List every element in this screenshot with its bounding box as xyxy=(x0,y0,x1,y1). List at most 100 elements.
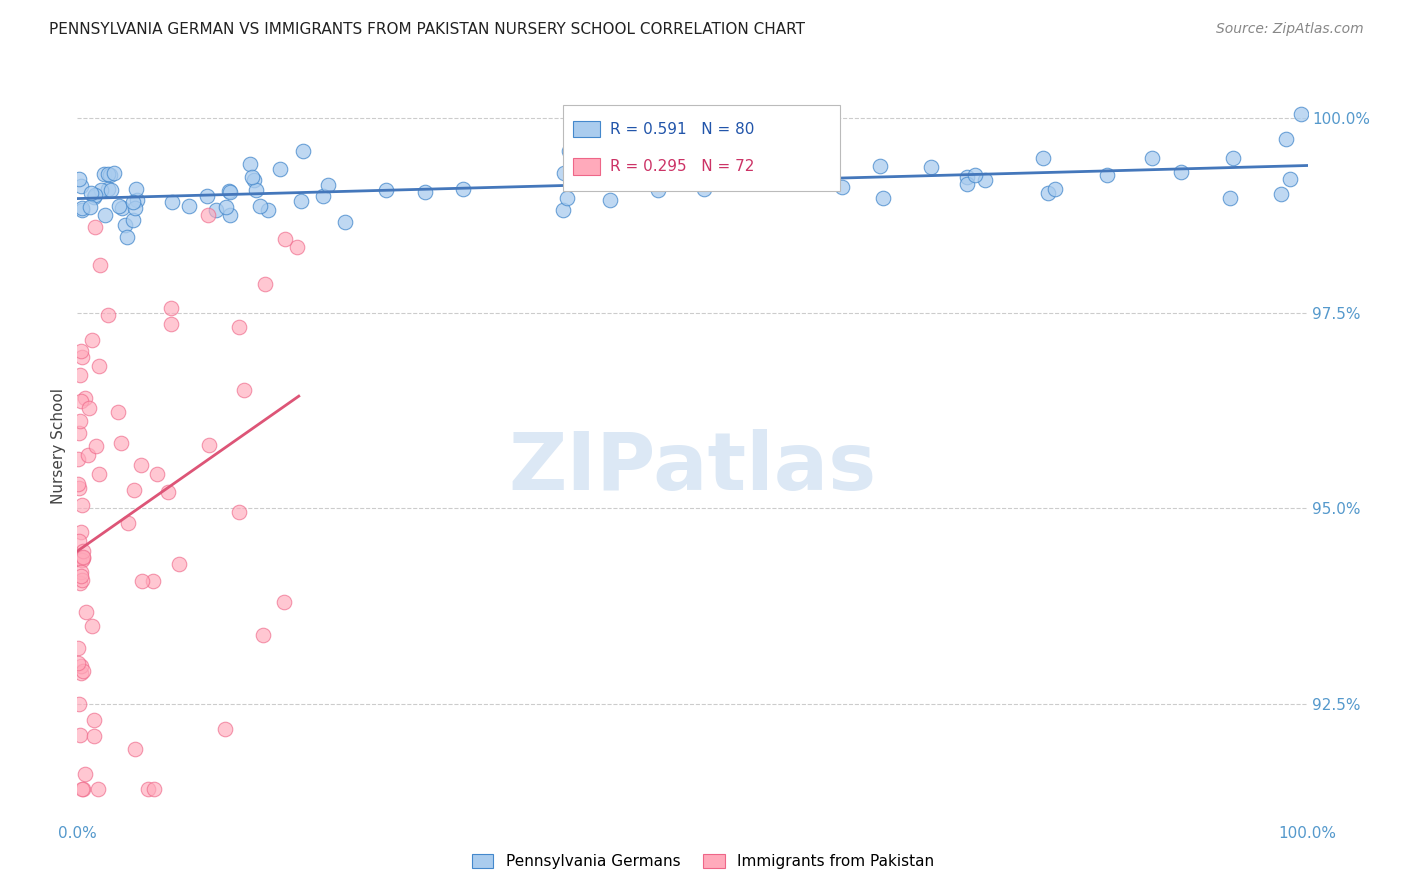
Point xyxy=(1219,191,1241,205)
Point xyxy=(160,194,183,209)
Point xyxy=(160,301,183,315)
Point xyxy=(77,401,100,416)
Point xyxy=(159,318,181,332)
Point xyxy=(273,595,295,609)
Point xyxy=(117,516,139,530)
FancyBboxPatch shape xyxy=(574,120,600,137)
Point xyxy=(763,167,786,181)
Point xyxy=(167,557,190,571)
Point xyxy=(70,782,93,797)
Point xyxy=(179,199,201,213)
Point xyxy=(70,350,93,364)
Point xyxy=(84,188,107,202)
Point xyxy=(87,359,110,373)
Point xyxy=(84,439,107,453)
Point xyxy=(312,188,335,202)
Point xyxy=(67,533,90,548)
Point xyxy=(157,485,180,500)
Point xyxy=(80,618,103,632)
Point xyxy=(124,201,146,215)
Point xyxy=(70,666,93,681)
Point xyxy=(72,550,94,565)
Point xyxy=(75,605,97,619)
Point xyxy=(214,722,236,736)
Point xyxy=(77,448,100,462)
Point xyxy=(557,145,579,159)
Point xyxy=(333,215,356,229)
Point xyxy=(239,157,262,171)
Point xyxy=(831,180,853,194)
Point xyxy=(228,320,250,334)
Point xyxy=(70,659,93,673)
Point xyxy=(599,194,621,208)
Point xyxy=(215,200,238,214)
Point xyxy=(72,574,94,588)
Point xyxy=(97,308,120,322)
Point xyxy=(70,498,93,512)
Point xyxy=(69,728,91,742)
Point xyxy=(256,202,278,217)
Point xyxy=(70,565,93,579)
Point xyxy=(125,182,148,196)
Point xyxy=(599,167,621,181)
Point xyxy=(243,173,266,187)
Point xyxy=(285,240,308,254)
Point xyxy=(122,213,145,227)
Point xyxy=(451,182,474,196)
Point xyxy=(683,162,706,177)
Point xyxy=(122,483,145,497)
Point xyxy=(956,177,979,191)
Point xyxy=(872,191,894,205)
Point xyxy=(84,219,107,234)
Point xyxy=(1222,152,1244,166)
Point xyxy=(413,186,436,200)
Point xyxy=(553,166,575,180)
Point xyxy=(83,714,105,728)
Point xyxy=(87,467,110,481)
Point xyxy=(94,207,117,221)
FancyBboxPatch shape xyxy=(574,158,600,175)
Point xyxy=(1274,132,1296,146)
Point xyxy=(869,159,891,173)
Point xyxy=(219,186,242,200)
Point xyxy=(72,544,94,558)
Point xyxy=(1140,151,1163,165)
Point xyxy=(233,383,256,397)
Point xyxy=(70,552,93,566)
Point xyxy=(197,208,219,222)
Point xyxy=(70,202,93,217)
Point xyxy=(292,145,315,159)
Point xyxy=(70,201,93,215)
Point xyxy=(273,232,295,246)
Point xyxy=(83,190,105,204)
Point xyxy=(75,767,97,781)
Point xyxy=(70,344,93,359)
Point xyxy=(87,782,110,797)
Point xyxy=(127,193,149,207)
Point xyxy=(122,195,145,210)
Point xyxy=(228,505,250,519)
Point xyxy=(249,199,271,213)
Point xyxy=(100,168,122,182)
Point xyxy=(100,183,122,197)
Point xyxy=(66,641,89,656)
Point xyxy=(67,476,90,491)
Point xyxy=(70,394,93,409)
Point xyxy=(67,171,90,186)
Point xyxy=(89,258,111,272)
Point xyxy=(80,334,103,348)
Point xyxy=(551,202,574,217)
FancyBboxPatch shape xyxy=(564,105,841,191)
Point xyxy=(254,277,277,292)
Point xyxy=(1095,168,1118,182)
Text: Source: ZipAtlas.com: Source: ZipAtlas.com xyxy=(1216,22,1364,37)
Point xyxy=(693,181,716,195)
Point xyxy=(67,552,90,566)
Point xyxy=(252,628,274,642)
Point xyxy=(1291,107,1313,121)
Point xyxy=(75,391,97,405)
Point xyxy=(555,191,578,205)
Text: R = 0.591   N = 80: R = 0.591 N = 80 xyxy=(610,121,755,136)
Point xyxy=(72,549,94,564)
Point xyxy=(647,183,669,197)
